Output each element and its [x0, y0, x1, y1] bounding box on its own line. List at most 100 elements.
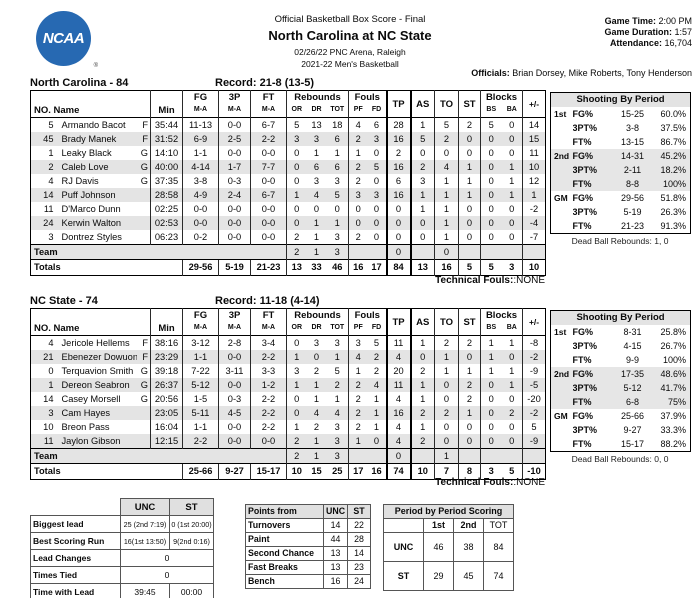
- stat-tot: 3: [326, 434, 349, 449]
- shooting-row: 2nd FG% 14-31 45.2%: [550, 149, 691, 163]
- stat-st: 0: [458, 350, 481, 364]
- stat-min: 20:56: [150, 392, 183, 406]
- stat-st: 1: [458, 188, 481, 202]
- team2-record: Record: 11-18 (4-14): [215, 295, 320, 307]
- stat-tot: 0: [334, 204, 340, 214]
- points-from-rows: Turnovers 14 22 Paint 44 28 Second Chanc…: [245, 518, 371, 589]
- stat-to: 0: [434, 392, 459, 406]
- col-bs: BS: [480, 322, 502, 336]
- totals-as: 13: [410, 259, 435, 276]
- team2-box-score-table: NO. Name Min FG 3P FT Rebounds Fouls TP …: [30, 308, 547, 480]
- totals-st: 5: [458, 259, 481, 276]
- points-from-unc: 44: [323, 532, 348, 547]
- shooting-period: [550, 177, 573, 191]
- shooting-made-att: 4-15: [623, 341, 642, 351]
- stat-3p: 0-0: [218, 117, 251, 132]
- ncaa-logo: NCAA ®: [36, 11, 98, 71]
- team-row-label: Team: [30, 448, 287, 464]
- stat-pf: 1: [348, 434, 368, 449]
- stat-fg: 0-2: [182, 230, 219, 245]
- stat-3p: 1-7: [218, 160, 251, 174]
- stat-3p: 0-0: [218, 350, 251, 364]
- stat-or: 2: [286, 230, 307, 245]
- player-position: G: [140, 366, 148, 376]
- stat-tot: 1: [326, 216, 349, 230]
- player-position: G: [140, 176, 148, 186]
- shooting-row: 2nd FG% 17-35 48.6%: [550, 367, 691, 381]
- stat-tp: 16: [385, 132, 412, 146]
- col-pf: PF: [348, 104, 368, 118]
- stat-min: 23:05: [150, 406, 183, 420]
- shooting-period: [551, 121, 573, 135]
- totals-fd: 17: [367, 259, 387, 276]
- shooting-made-att: 8-8: [610, 177, 655, 191]
- shooting-pct: 60.0%: [660, 109, 687, 119]
- points-from-unc: 16: [323, 574, 348, 589]
- player-position: [136, 188, 151, 202]
- shooting-pct: 26.3%: [660, 207, 687, 217]
- shooting-made-att: 9-9: [625, 355, 639, 365]
- stat-plusminus: -2: [522, 406, 546, 420]
- player-name: Dontrez Styles: [61, 232, 122, 242]
- player-position: [136, 216, 151, 230]
- team-row-tp: 0: [385, 448, 412, 464]
- col-bs: BS: [480, 104, 502, 118]
- stat-min: 28:58: [150, 188, 183, 202]
- stat-fg: 5-12: [182, 378, 219, 392]
- stat-dr: 3: [313, 176, 320, 186]
- cell-empty: [367, 448, 387, 464]
- stat-ft: 2-2: [250, 406, 287, 420]
- player-name: Armando Bacot: [56, 117, 137, 132]
- stat-dr: 2: [313, 422, 320, 432]
- stat-dr: 1: [313, 394, 320, 404]
- col-as: AS: [410, 308, 435, 336]
- player-name: Caleb Love: [56, 160, 137, 174]
- team2-totals-row: Totals 25-66 9-27 15-17 10 15 25 17 16 7…: [30, 463, 546, 480]
- team-row-dr: 1: [306, 448, 327, 464]
- totals-dr: 15: [306, 463, 327, 480]
- player-position: [136, 406, 151, 420]
- cell-empty: [480, 244, 502, 260]
- shooting-pct: 86.7%: [660, 137, 687, 147]
- stat-bs: 0: [480, 188, 502, 202]
- stat-ba: 1: [501, 378, 523, 392]
- team-row-label: Team: [30, 244, 287, 260]
- stat-pf: 2: [348, 392, 368, 406]
- stat-tot: 4: [326, 406, 349, 420]
- stat-bs: 0: [480, 434, 502, 449]
- player-number: 5: [30, 117, 57, 132]
- stat-to: 5: [434, 117, 459, 132]
- player-row: 4 RJ Davis G 37:35 3-8 0-3 0-0 0 3 3 2 0…: [31, 174, 546, 188]
- stat-bs: 0: [480, 160, 502, 174]
- stat-min: 12:15: [150, 434, 183, 449]
- stat-dr: 0: [306, 350, 327, 364]
- stat-min: 02:53: [150, 216, 183, 230]
- cell-empty: [522, 448, 546, 464]
- shooting-pct: 37.9%: [660, 411, 687, 421]
- player-name: Leaky Black: [61, 148, 112, 158]
- stat-ft: 2-2: [250, 420, 287, 434]
- stat-as: 0: [410, 350, 435, 364]
- shooting-period: [550, 381, 573, 395]
- stat-bs: 1: [480, 364, 502, 378]
- stat-st: 2: [458, 378, 481, 392]
- shooting-row: 3PT% 9-27 33.3%: [551, 423, 691, 437]
- stat-dr: 4: [306, 188, 327, 202]
- totals-tot: 25: [326, 463, 349, 480]
- stat-st: 2: [458, 117, 481, 132]
- stat-tp: 11: [385, 378, 412, 392]
- player-row: 45 Brady Manek F 31:52 6-9 2-5 2-2 3 3 6…: [30, 132, 546, 146]
- totals-or: 10: [286, 463, 307, 480]
- stat-to: 1: [434, 230, 459, 245]
- shooting-period: [551, 339, 573, 353]
- stat-fg: 0-0: [182, 202, 219, 216]
- col-3p-ma: M-A: [218, 104, 251, 118]
- stat-plusminus: 10: [522, 160, 546, 174]
- stat-fd: 1: [367, 406, 387, 420]
- totals-tot: 46: [326, 259, 349, 276]
- cell-empty: [458, 244, 481, 260]
- stat-3p: 0-0: [218, 146, 251, 160]
- stat-plusminus: 15: [522, 132, 546, 146]
- stat-as: 1: [410, 202, 435, 216]
- player-name: RJ Davis: [61, 176, 99, 186]
